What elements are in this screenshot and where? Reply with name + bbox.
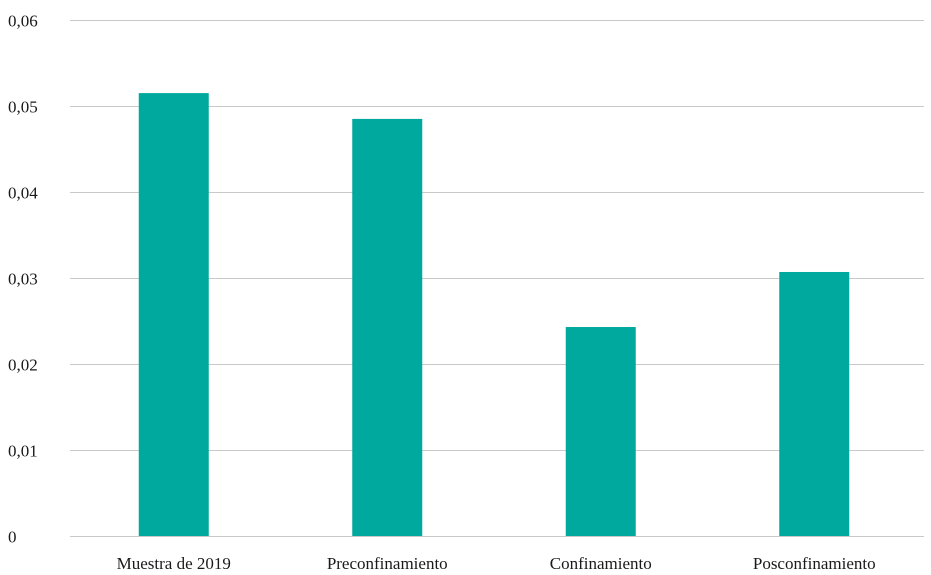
x-tick-label: Muestra de 2019 [117, 554, 231, 573]
x-axis-ticks: Muestra de 2019 Preconfinamiento Confinami… [117, 554, 876, 573]
bar [352, 118, 423, 537]
x-tick-label: Confinamiento [550, 554, 652, 573]
bar [138, 93, 209, 536]
y-tick-label: 0,01 [8, 442, 38, 461]
bar [565, 327, 636, 536]
y-tick-label: 0,04 [8, 184, 38, 203]
y-tick-label: 0 [8, 528, 17, 547]
x-tick-label: Preconfinamiento [327, 554, 448, 573]
bars [138, 93, 850, 537]
y-tick-label: 0,05 [8, 98, 38, 117]
y-tick-label: 0,02 [8, 356, 38, 375]
y-tick-label: 0,03 [8, 270, 38, 289]
y-tick-label: 0,06 [8, 12, 38, 31]
x-tick-label: Posconfinamiento [753, 554, 876, 573]
bar [779, 271, 850, 536]
y-axis-ticks: 0 0,01 0,02 0,03 0,04 0,05 0,06 [8, 12, 38, 547]
gridlines [70, 20, 924, 537]
